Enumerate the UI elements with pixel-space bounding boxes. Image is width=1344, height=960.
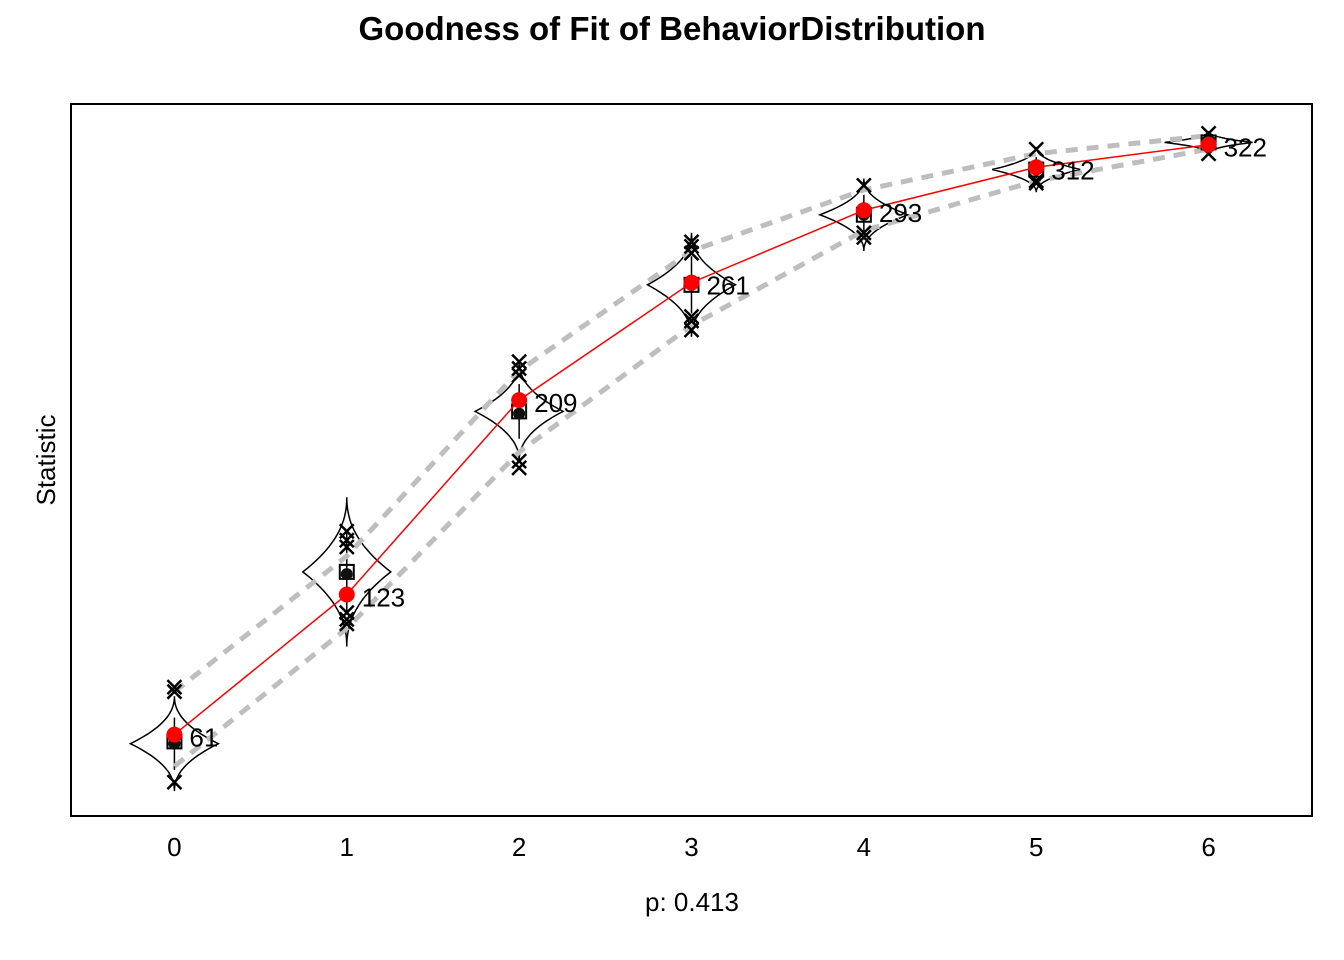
outlier-3-2 — [683, 245, 700, 262]
observed-point-4 — [855, 202, 872, 219]
y-axis-title: Statistic — [31, 414, 61, 505]
observed-point-3 — [683, 274, 700, 291]
x-tick-label-0: 0 — [167, 832, 181, 862]
outlier-2-3 — [511, 453, 528, 470]
data-label-5: 312 — [1051, 155, 1094, 185]
x-axis: 0 1 2 3 4 5 6 — [167, 832, 1216, 862]
simulated-upper-bound-line — [172, 133, 1209, 694]
data-label-0: 61 — [189, 723, 218, 753]
observed-point-6 — [1200, 136, 1217, 153]
x-tick-label-4: 4 — [857, 832, 871, 862]
outlier-4-0 — [855, 177, 872, 194]
outlier-4-2 — [855, 229, 872, 246]
outlier-2-0 — [511, 353, 528, 370]
data-label-3: 261 — [707, 271, 750, 301]
outlier-1-0 — [338, 539, 355, 555]
data-label-4: 293 — [879, 198, 922, 228]
simulation-bounds — [172, 133, 1210, 769]
outlier-2-4 — [511, 460, 528, 476]
outlier-1-4 — [338, 611, 355, 628]
median-dot-2 — [513, 407, 526, 420]
outlier-1-5 — [338, 615, 355, 632]
violin-0 — [128, 696, 221, 792]
observed-series: 61 123 209 261 293 312 322 — [166, 133, 1267, 753]
outlier-0-2 — [166, 774, 183, 790]
outlier-0-1 — [166, 679, 183, 696]
median-dot-1 — [340, 568, 353, 581]
mean-markers — [166, 134, 1217, 750]
outlier-1-3 — [338, 604, 355, 621]
observed-point-2 — [511, 392, 528, 409]
outlier-6-0 — [1200, 125, 1217, 142]
outlier-group — [166, 125, 1217, 790]
outlier-0-0 — [166, 683, 183, 700]
violin-5 — [992, 146, 1081, 193]
data-label-2: 209 — [534, 388, 577, 418]
outlier-3-3 — [683, 308, 700, 325]
violin-3 — [645, 232, 738, 337]
plot-frame — [70, 103, 1313, 817]
violin-1 — [301, 497, 393, 647]
x-tick-label-3: 3 — [684, 832, 698, 862]
x-tick-label-1: 1 — [340, 832, 354, 862]
outlier-2-2 — [511, 367, 528, 384]
x-axis-title: p: 0.413 — [645, 887, 739, 917]
outlier-5-0 — [1028, 141, 1045, 158]
violin-group — [128, 130, 1253, 792]
data-label-1: 123 — [362, 582, 405, 612]
observed-point-5 — [1028, 159, 1045, 176]
x-tick-label-2: 2 — [512, 832, 526, 862]
outlier-5-2 — [1028, 175, 1045, 191]
outlier-1-2 — [338, 523, 355, 540]
x-tick-label-6: 6 — [1201, 832, 1215, 862]
outlier-2-1 — [511, 360, 528, 377]
observed-point-0 — [166, 726, 183, 743]
outlier-3-5 — [683, 322, 700, 338]
outlier-4-1 — [855, 224, 872, 241]
outlier-3-1 — [683, 238, 700, 255]
x-tick-label-5: 5 — [1029, 832, 1043, 862]
chart-title: Goodness of Fit of BehaviorDistribution — [358, 10, 986, 47]
observed-point-1 — [338, 586, 355, 603]
violin-4 — [817, 178, 910, 251]
data-label-6: 322 — [1224, 133, 1267, 163]
outlier-3-0 — [683, 233, 700, 250]
